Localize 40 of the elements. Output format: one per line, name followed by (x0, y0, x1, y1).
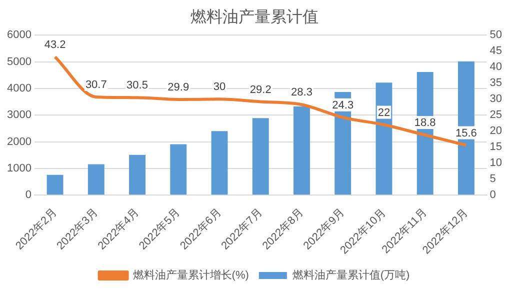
y-tick-label: 0 (25, 189, 32, 202)
data-label: 28.3 (291, 86, 312, 99)
data-label: 30.7 (85, 78, 107, 91)
data-label: 22 (378, 106, 390, 119)
y2-tick-label: 30 (490, 93, 502, 106)
bar (88, 164, 104, 195)
bar (170, 144, 187, 195)
data-label: 30.5 (126, 80, 148, 92)
data-label: 43.2 (44, 38, 66, 51)
bar (129, 154, 146, 195)
bar (46, 174, 64, 195)
bar (211, 131, 228, 195)
y-tick-label: 3000 (6, 109, 32, 122)
y2-tick-label: 35 (490, 77, 502, 90)
y2-tick-label: 15 (490, 141, 502, 154)
legend-label: 燃料油产量累计增长(%) (132, 268, 249, 282)
data-label: 29.9 (168, 82, 190, 94)
bar (376, 82, 392, 195)
y2-tick-label: 10 (490, 157, 502, 170)
y2-tick-label: 20 (490, 125, 502, 138)
y-tick-label: 6000 (6, 29, 32, 42)
y2-tick-label: 45 (490, 45, 502, 58)
y2-tick-label: 40 (490, 61, 502, 74)
chart-title: 燃料油产量累计值 (190, 8, 318, 26)
bar (252, 118, 269, 195)
data-label: 29.2 (250, 84, 272, 96)
y-tick-label: 5000 (6, 56, 32, 68)
bar (294, 106, 310, 195)
y2-tick-label: 0 (490, 189, 496, 202)
data-label: 18.8 (414, 117, 436, 130)
y2-tick-label: 5 (490, 173, 496, 186)
data-label: 30 (213, 81, 226, 94)
y-tick-label: 4000 (6, 82, 32, 95)
y2-tick-label: 50 (490, 29, 502, 42)
y2-tick-label: 25 (490, 109, 502, 122)
data-label: 24.3 (332, 99, 354, 112)
y-tick-label: 2000 (6, 136, 32, 148)
data-label: 15.6 (455, 127, 477, 140)
legend-label: 燃料油产量累计值(万吨) (292, 268, 410, 282)
y-tick-label: 1000 (6, 162, 32, 175)
